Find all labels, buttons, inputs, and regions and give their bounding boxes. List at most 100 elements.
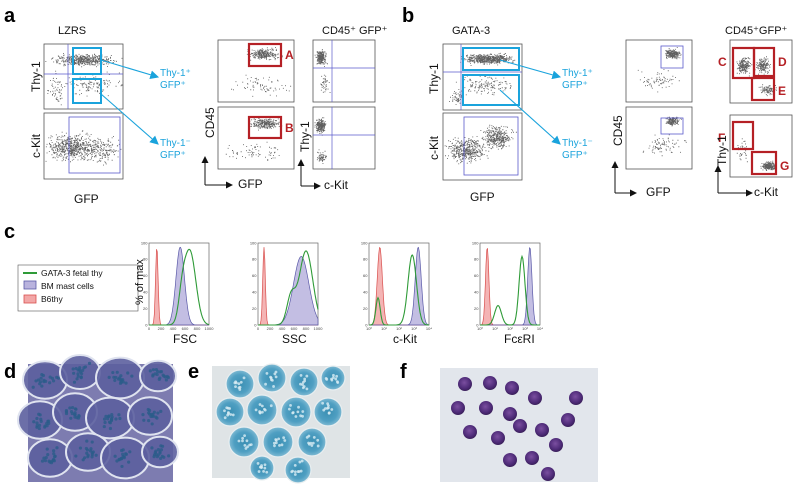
panel-b-gate-thy1-pos [462, 47, 520, 71]
histogram-2-xtick: 10⁰ [366, 326, 372, 331]
histogram-0-ytick: 20 [143, 306, 148, 311]
panel-b-mid-y: CD45 [611, 115, 625, 146]
histogram-3-xtick: 10² [507, 326, 513, 331]
panel-a-plot-title: LZRS [58, 25, 86, 37]
panel-e-label: e [188, 361, 199, 383]
histogram-2-xtick: 10⁴ [426, 326, 432, 331]
histogram-3-xtick: 10¹ [492, 326, 498, 331]
histogram-1-ytick: 0 [254, 322, 257, 327]
panel-a-kit-dots-bottom [314, 117, 327, 164]
histogram-1-xlabel: SSC [282, 332, 307, 346]
histogram-3-xtick: 10⁰ [477, 326, 483, 331]
histogram-3-xtick: 10³ [522, 326, 528, 331]
histogram-2-xtick: 10¹ [381, 326, 387, 331]
histogram-3-ytick: 40 [474, 290, 479, 295]
panel-b-y-top: Thy-1 [427, 63, 441, 94]
panel-a-cd45-dots-bottom [225, 116, 283, 161]
panel-d-label: d [4, 361, 16, 383]
panel-b-gate-e-box [750, 76, 776, 102]
panel-b-dots-top [449, 52, 516, 105]
histogram-2-xlabel: c-Kit [393, 332, 418, 346]
histogram-3-ytick: 100 [472, 240, 479, 245]
histogram-3-ytick: 60 [474, 273, 479, 278]
panel-b-dots-bottom [444, 124, 517, 165]
panel-b-arrow-top-line1: Thy-1⁺ [562, 68, 593, 79]
panel-a-arrow-bottom-line1: Thy-1⁻ [160, 138, 191, 149]
panel-b-cd45-dots-top [637, 47, 682, 93]
histogram-2-xtick: 10² [396, 326, 402, 331]
panel-b-right-x: c-Kit [754, 185, 779, 199]
panel-a-arrow-top-line1: Thy-1⁺ [160, 68, 191, 79]
histogram-3-ytick: 0 [476, 322, 479, 327]
panel-a-gate-thy1-neg [72, 78, 102, 104]
histogram-1-ytick: 20 [252, 306, 257, 311]
panel-a-mid-x: GFP [238, 177, 263, 191]
histogram-1-xtick: 200 [267, 326, 274, 331]
histogram-3-ytick: 20 [474, 306, 479, 311]
histogram-1-ytick: 60 [252, 273, 257, 278]
histogram-2-ytick: 80 [363, 257, 368, 262]
panel-a-kit-plot-bottom [312, 106, 376, 170]
panel-b-plot-title: GATA-3 [452, 25, 490, 37]
histogram-2-xtick: 10³ [411, 326, 417, 331]
histogram-3-ytick: 80 [474, 257, 479, 262]
panel-a-dots-bottom [45, 130, 122, 166]
histogram-1-xtick: 800 [303, 326, 310, 331]
panel-b-mid-x: GFP [646, 185, 671, 199]
panel-b-right-y: Thy-1 [715, 135, 729, 166]
panel-a-right-x: c-Kit [324, 178, 349, 192]
panel-b-gate-f-label: F [718, 131, 725, 145]
panel-a-gate-a-label: A [285, 48, 294, 62]
histogram-1-xtick: 1000 [314, 326, 324, 331]
histogram-0-ytick: 40 [143, 290, 148, 295]
histogram-0-ytick: 100 [141, 240, 148, 245]
panel-e-micrograph [212, 363, 350, 484]
panel-b-x-label: GFP [470, 190, 495, 204]
histogram-2-ytick: 40 [363, 290, 368, 295]
panel-b-gate-g-box [750, 150, 778, 176]
panel-b-kit-dots-top [736, 56, 777, 97]
panel-a-y-top: Thy-1 [29, 61, 43, 92]
panel-c-label: c [4, 221, 15, 243]
histogram-0-ytick: 80 [143, 257, 148, 262]
histogram-2-ytick: 0 [365, 322, 368, 327]
panel-b-gate-f-box [731, 120, 755, 151]
panel-b-right-title: CD45⁺GFP⁺ [725, 25, 788, 37]
histogram-1-ytick: 100 [250, 240, 257, 245]
histogram-3-xlabel: FcεRI [504, 332, 535, 346]
legend-label-bm-mast: BM mast cells [41, 281, 94, 291]
panel-b-arrow-top-line2: GFP⁺ [562, 80, 588, 91]
histogram-3-xtick: 10⁴ [537, 326, 543, 331]
panel-a-gate-b-label: B [285, 121, 294, 135]
histogram-0-xtick: 800 [194, 326, 201, 331]
histogram-0-xtick: 0 [148, 326, 151, 331]
panel-b-gate-d-box [752, 46, 776, 78]
panel-b-cd45-dots-bottom [642, 116, 687, 157]
histogram-0-xtick: 400 [170, 326, 177, 331]
panel-b-gate-c-label: C [718, 55, 727, 69]
panel-b-gate-thy1-neg [462, 74, 520, 106]
panel-b-label: b [402, 5, 414, 27]
panel-a-mid-y: CD45 [203, 107, 217, 138]
panel-a-label: a [4, 5, 16, 27]
panel-b-kit-dots-bottom [736, 138, 777, 171]
panel-a-right-title: CD45⁺ GFP⁺ [322, 25, 388, 37]
histogram-1-ytick: 40 [252, 290, 257, 295]
panel-a-y-bottom: c-Kit [29, 133, 43, 158]
histogram-1-ytick: 80 [252, 257, 257, 262]
panel-b-arrow-bottom-line2: GFP⁺ [562, 150, 588, 161]
panel-a-gate-a-box [247, 42, 283, 68]
histogram-2-ytick: 100 [361, 240, 368, 245]
histogram-0-ytick: 60 [143, 273, 148, 278]
panel-b-cd45-plot-bottom [625, 106, 693, 170]
histogram-1-xtick: 400 [279, 326, 286, 331]
panel-b-cd45-plot-top [625, 39, 693, 103]
histogram-0-xtick: 600 [182, 326, 189, 331]
histogram-0-ytick: 0 [145, 322, 148, 327]
histogram-2-ytick: 60 [363, 273, 368, 278]
panel-a-right-y: Thy-1 [298, 121, 312, 152]
histogram-1-xtick: 0 [257, 326, 260, 331]
legend-purple-swatch [23, 280, 37, 290]
